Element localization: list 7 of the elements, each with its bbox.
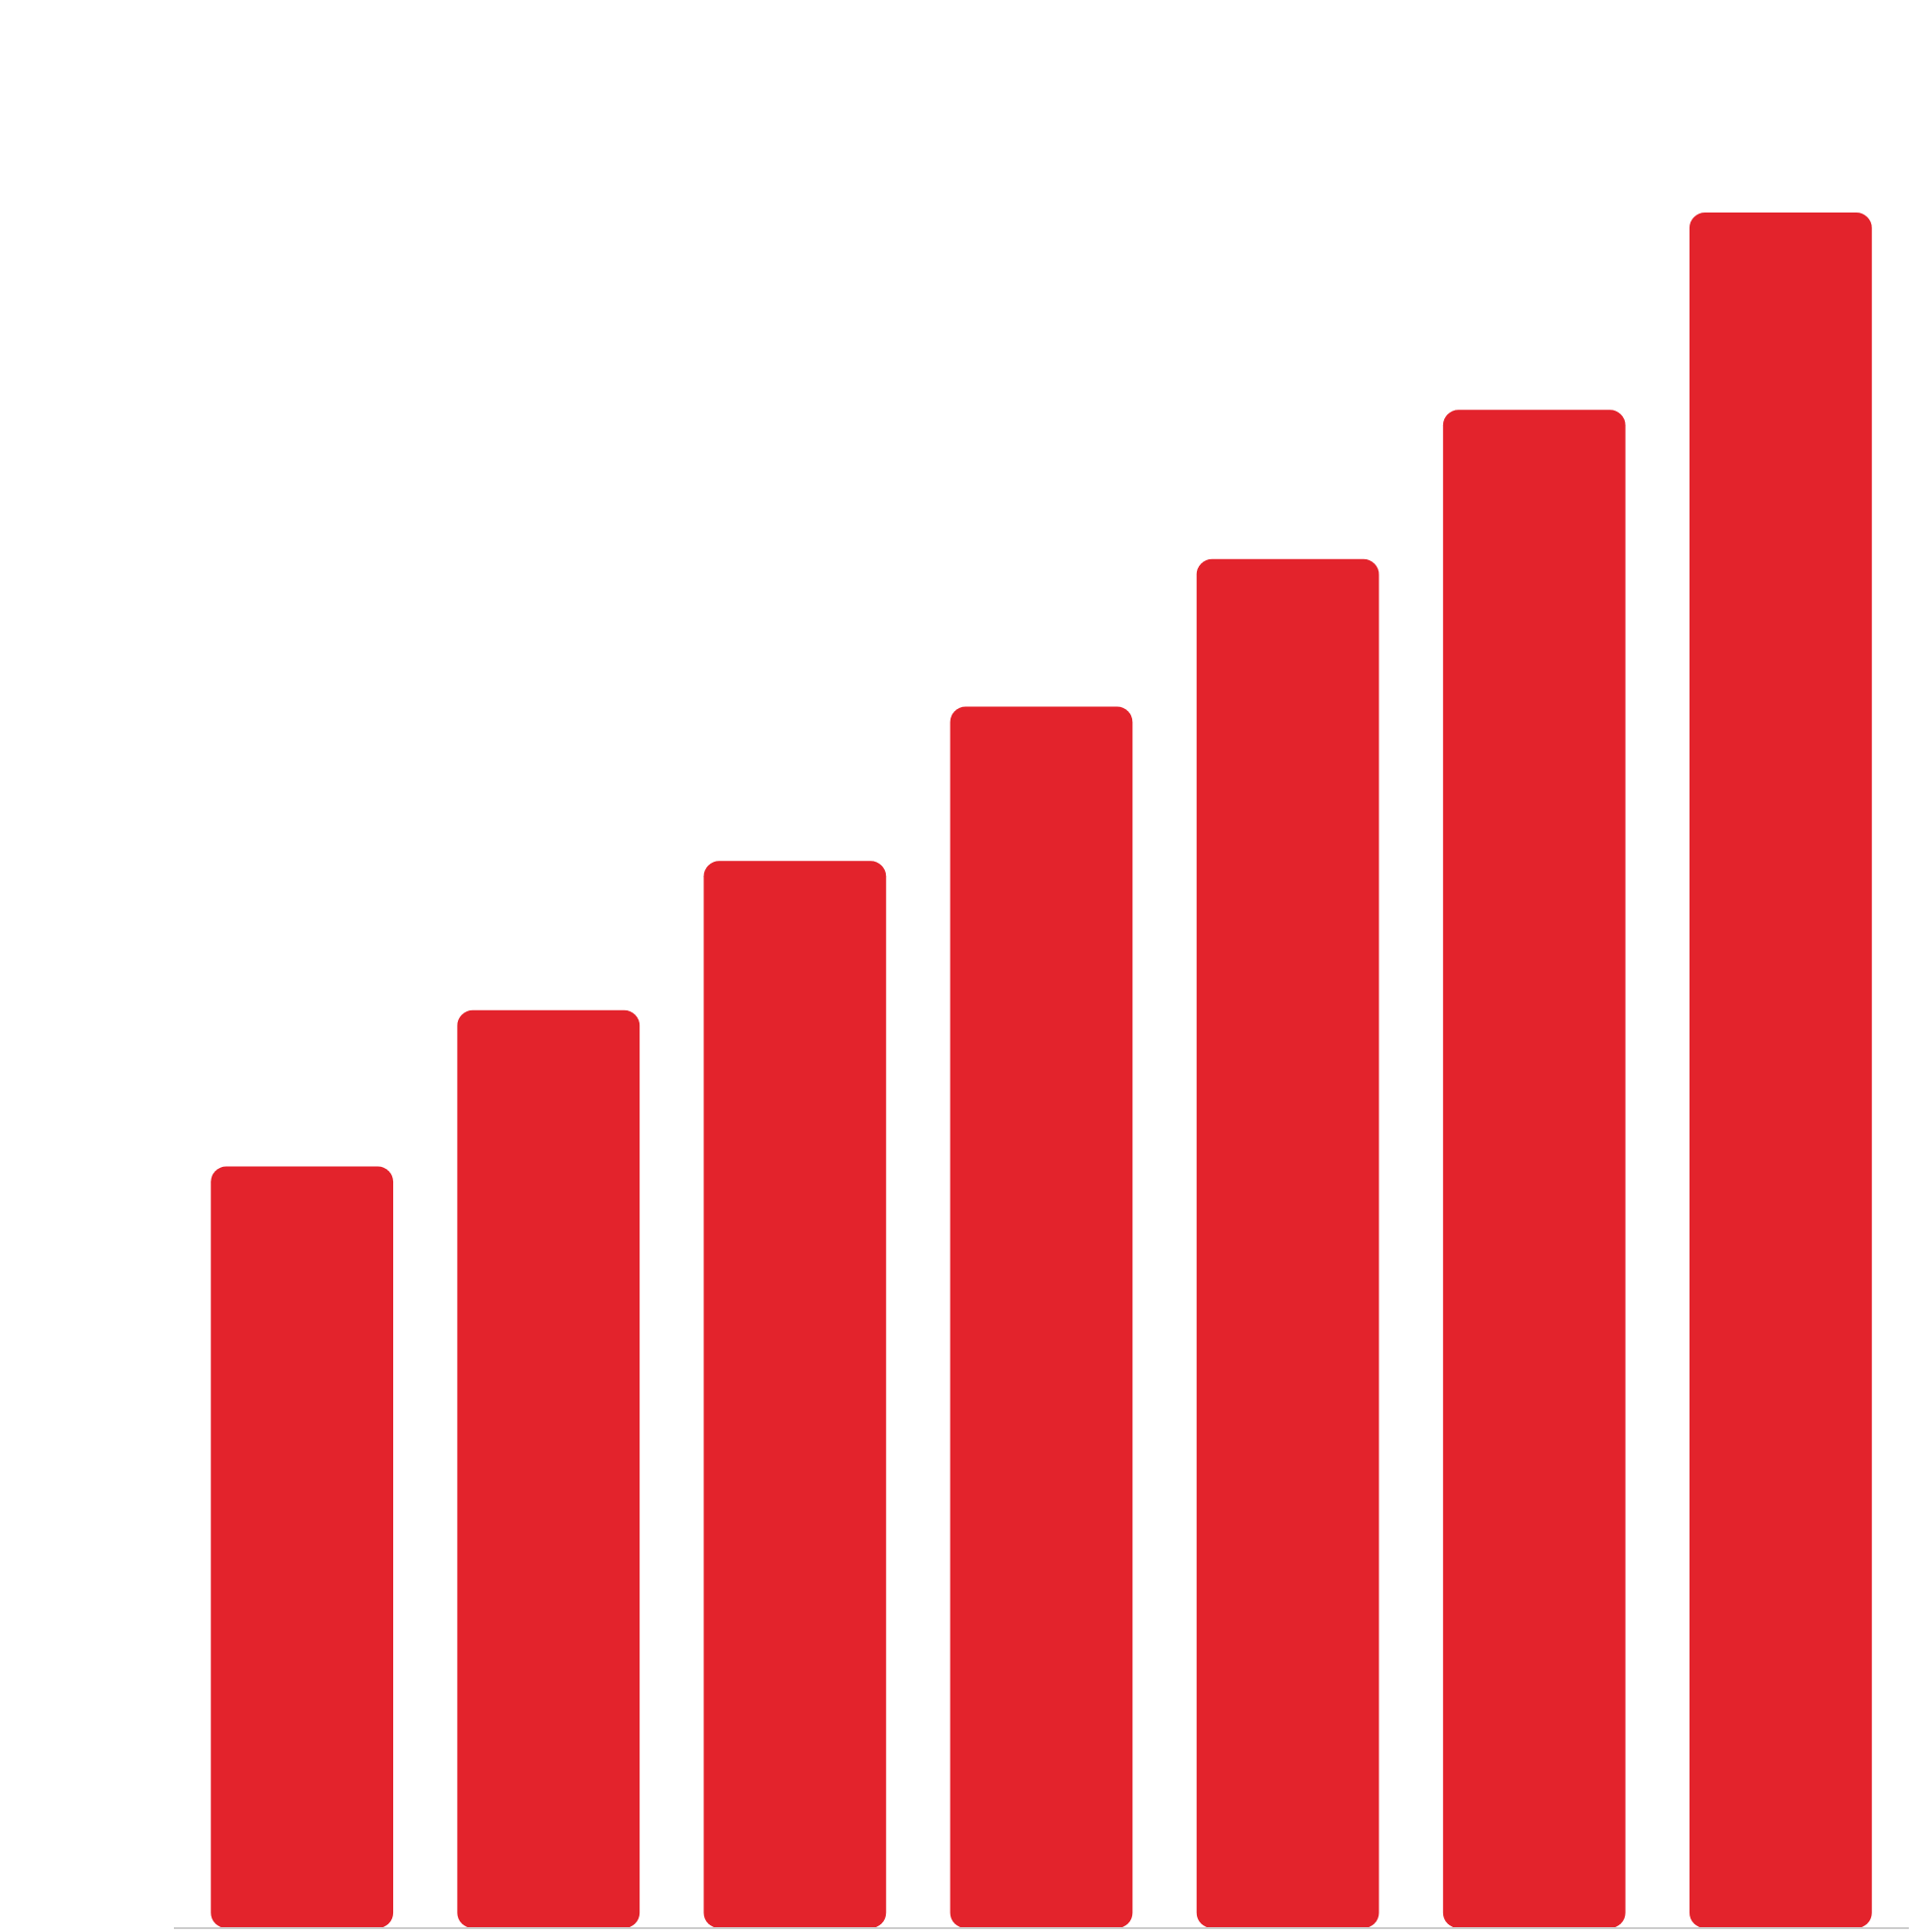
bar bbox=[1196, 558, 1379, 1928]
bar bbox=[457, 1009, 640, 1928]
bar bbox=[950, 706, 1133, 1928]
bar bbox=[211, 1166, 394, 1928]
bar bbox=[703, 861, 887, 1928]
bar bbox=[1689, 213, 1872, 1928]
bar bbox=[1442, 410, 1626, 1928]
